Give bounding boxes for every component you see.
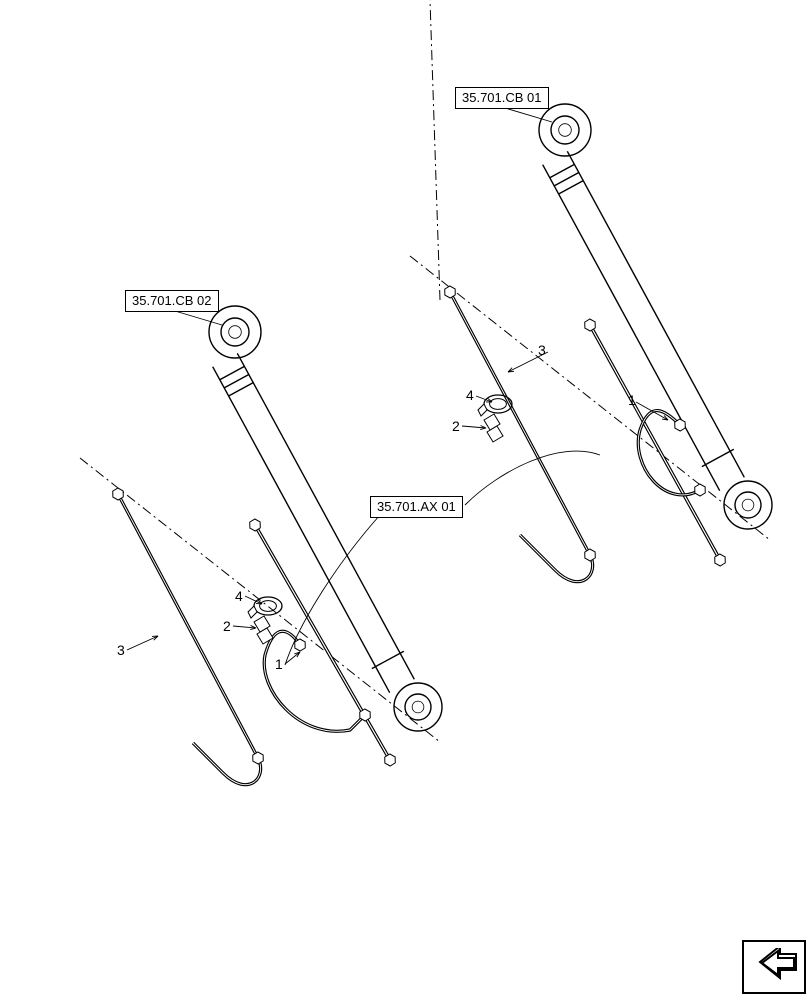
callout-4-left: 4 <box>235 588 243 604</box>
callout-3-right: 3 <box>538 342 546 358</box>
return-button[interactable] <box>742 940 806 994</box>
callout-1-right: 1 <box>628 392 636 408</box>
return-arrow-icon <box>750 948 798 986</box>
ref-box-ax01: 35.701.AX 01 <box>370 496 463 518</box>
callout-3-left: 3 <box>117 642 125 658</box>
ref-box-cb02: 35.701.CB 02 <box>125 290 219 312</box>
callout-2-right: 2 <box>452 418 460 434</box>
callout-2-left: 2 <box>223 618 231 634</box>
ref-box-cb01: 35.701.CB 01 <box>455 87 549 109</box>
callout-1-left: 1 <box>275 656 283 672</box>
callout-4-right: 4 <box>466 387 474 403</box>
